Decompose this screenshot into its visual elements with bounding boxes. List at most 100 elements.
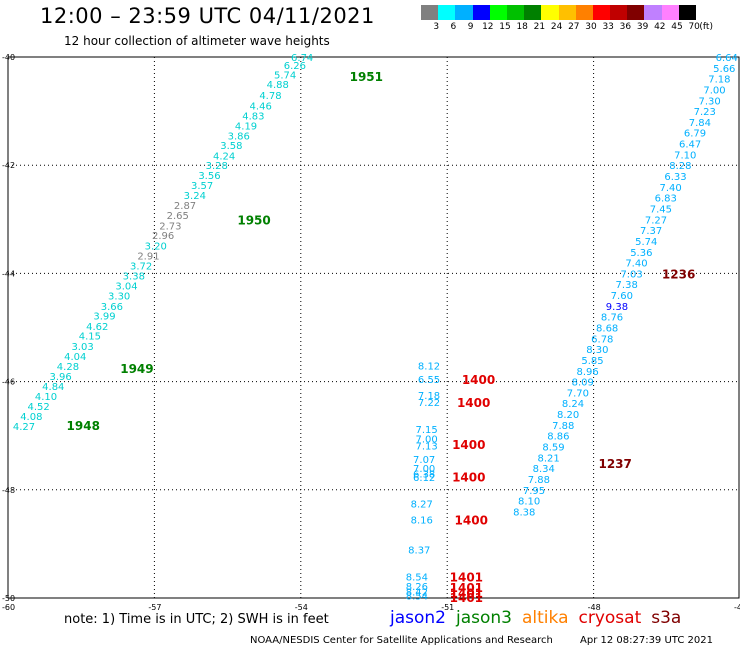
wave-height-value: 7.40 [625,259,647,270]
pass-time-label: 1236 [662,267,695,281]
wave-height-value: 4.62 [86,322,108,333]
scale-label: 3 [433,22,440,32]
wave-height-value: 6.33 [664,172,686,183]
scale-label: 15 [499,22,511,32]
wave-height-value: 4.10 [35,392,57,403]
wave-height-value: 7.00 [415,434,437,445]
wave-height-value: 7.37 [640,226,662,237]
wave-height-value: 3.86 [228,131,250,142]
color-scale-bar [421,5,696,20]
map-subtitle: 12 hour collection of altimeter wave hei… [64,34,330,48]
satellite-legend-item: cryosat [578,608,642,628]
wave-height-value: 8.38 [513,507,535,518]
wave-height-value: 6.74 [291,53,313,64]
wave-height-value: 8.54 [406,591,428,602]
footer-credit: NOAA/NESDIS Center for Satellite Applica… [250,635,553,646]
wave-height-value: 6.12 [413,473,435,484]
satellite-legend-item: s3a [651,608,682,628]
wave-height-value: 7.30 [699,96,721,107]
pass-time-label: 1400 [457,396,490,410]
lat-tick-label: -50 [2,594,15,603]
lon-tick-label: -57 [148,603,161,612]
scale-label: 70 [688,22,700,32]
wave-height-value: 5.36 [630,248,652,259]
wave-height-value: 3.56 [198,171,220,182]
wave-height-value: 9.38 [606,302,628,313]
wave-height-value: 6.38 [413,470,435,481]
lon-tick-label: -51 [441,603,454,612]
pass-time-label: 1950 [237,213,270,227]
wave-height-value: 7.23 [694,107,716,118]
wave-height-value: 4.28 [57,362,79,373]
scale-label: 21 [533,22,546,32]
scale-label: 39 [636,22,649,32]
wave-height-value: 7.88 [528,475,550,486]
wave-height-value: 3.20 [145,241,167,252]
lat-tick-label: -46 [2,378,15,387]
wave-height-value: 3.66 [101,302,123,313]
wave-height-value: 3.72 [130,261,152,272]
pass-time-label: 1400 [452,438,485,452]
scale-swatch [644,5,662,20]
map-note: note: 1) Time is in UTC; 2) SWH is in fe… [64,612,329,627]
scale-swatch [575,5,593,20]
wave-height-value: 8.20 [557,410,579,421]
wave-height-value: 6.64 [716,53,738,64]
wave-height-value: 6.79 [684,129,706,140]
scale-unit: (ft) [699,22,713,32]
wave-height-value: 3.58 [220,141,242,152]
wave-height-value: 2.73 [159,221,181,232]
scale-swatch [489,5,507,20]
wave-height-value: 8.76 [601,313,623,324]
wave-height-value: 3.99 [93,312,115,323]
lat-tick-label: -40 [2,53,15,62]
wave-height-value: 4.84 [42,382,64,393]
wave-height-value: 4.46 [250,102,272,113]
wave-height-value: 6.83 [655,194,677,205]
corner-label: -60 [2,603,15,612]
wave-height-value: 8.21 [537,453,559,464]
pass-time-label: 1401 [450,581,483,595]
wave-height-value: 7.84 [689,118,711,129]
wave-height-value: 8.59 [542,443,564,454]
wave-height-value: 5.74 [274,70,296,81]
wave-height-value: 7.70 [567,388,589,399]
pass-time-label: 1401 [450,591,483,605]
wave-height-value: 8.09 [572,378,594,389]
wave-height-value: 4.88 [267,80,289,91]
wave-height-value: 4.15 [79,332,101,343]
wave-height-value: 8.34 [533,464,555,475]
wave-height-value: 7.03 [620,269,642,280]
wave-height-value: 8.27 [411,499,433,510]
wave-height-value: 7.15 [415,425,437,436]
scale-label: 9 [467,22,474,32]
scale-swatch [592,5,611,20]
lon-tick-label: -48 [588,603,601,612]
scale-label: 36 [619,22,632,32]
wave-height-value: 4.27 [13,422,35,433]
wave-height-value: 6.47 [679,140,701,151]
wave-height-value: 3.57 [191,181,213,192]
wave-height-value: 3.30 [108,292,130,303]
wave-height-value: 7.60 [611,291,633,302]
scale-swatch [421,5,439,20]
satellite-legend: jason2 jason3 altika cryosat s3a [390,608,691,628]
lon-tick-label: -54 [295,603,308,612]
wave-height-value: 7.38 [616,280,638,291]
wave-height-value: 4.08 [20,412,42,423]
wave-height-value: 2.87 [174,201,196,212]
color-scale-labels: 3 6 9 12 15 18 21 24 27 30 33 36 39 42 45 70 (ft) [421,22,739,34]
wave-height-value: 4.24 [213,151,235,162]
wave-height-value: 5.85 [581,356,603,367]
wave-height-value: 2.96 [152,231,174,242]
wave-height-value: 7.13 [415,441,437,452]
scale-label: 12 [482,22,494,32]
wave-height-value: 8.68 [596,324,618,335]
wave-height-value: 7.00 [703,85,725,96]
scale-label: 30 [585,22,597,32]
wave-height-value: 8.26 [406,582,428,593]
wave-height-value: 8.30 [586,345,608,356]
wave-height-value: 8.42 [406,588,428,599]
wave-height-value: 3.38 [123,272,145,283]
wave-height-value: 7.00 [413,464,435,475]
